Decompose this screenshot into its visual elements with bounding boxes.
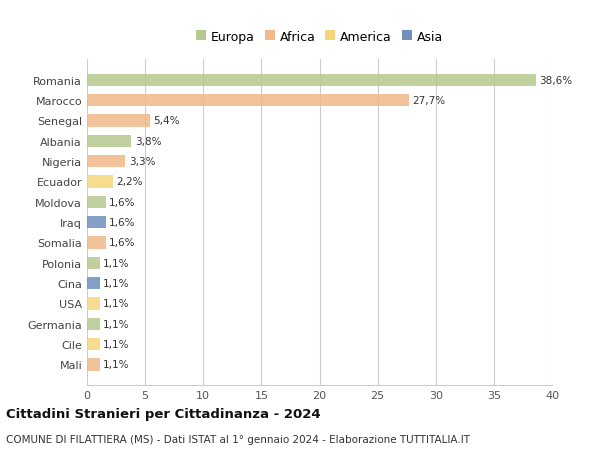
Bar [87,176,113,188]
Bar [87,358,100,371]
Text: 1,1%: 1,1% [103,258,130,268]
Legend: Europa, Africa, America, Asia: Europa, Africa, America, Asia [192,27,447,47]
Text: 1,1%: 1,1% [103,360,130,369]
Text: 1,6%: 1,6% [109,197,136,207]
Text: 1,1%: 1,1% [103,299,130,309]
Bar [87,257,100,269]
Bar [87,318,100,330]
Text: COMUNE DI FILATTIERA (MS) - Dati ISTAT al 1° gennaio 2024 - Elaborazione TUTTITA: COMUNE DI FILATTIERA (MS) - Dati ISTAT a… [6,434,470,444]
Text: 1,6%: 1,6% [109,218,136,228]
Bar [87,135,131,147]
Text: 5,4%: 5,4% [153,116,180,126]
Bar [87,156,125,168]
Bar [87,298,100,310]
Text: 1,6%: 1,6% [109,238,136,248]
Bar [87,338,100,351]
Text: 38,6%: 38,6% [539,76,572,85]
Text: 27,7%: 27,7% [413,96,446,106]
Bar [87,196,106,208]
Text: Cittadini Stranieri per Cittadinanza - 2024: Cittadini Stranieri per Cittadinanza - 2… [6,407,320,420]
Text: 3,8%: 3,8% [134,136,161,146]
Text: 1,1%: 1,1% [103,279,130,288]
Text: 3,3%: 3,3% [129,157,155,167]
Bar [87,74,536,87]
Bar [87,237,106,249]
Bar [87,277,100,290]
Text: 2,2%: 2,2% [116,177,143,187]
Bar [87,217,106,229]
Text: 1,1%: 1,1% [103,339,130,349]
Bar [87,115,150,127]
Text: 1,1%: 1,1% [103,319,130,329]
Bar [87,95,409,107]
